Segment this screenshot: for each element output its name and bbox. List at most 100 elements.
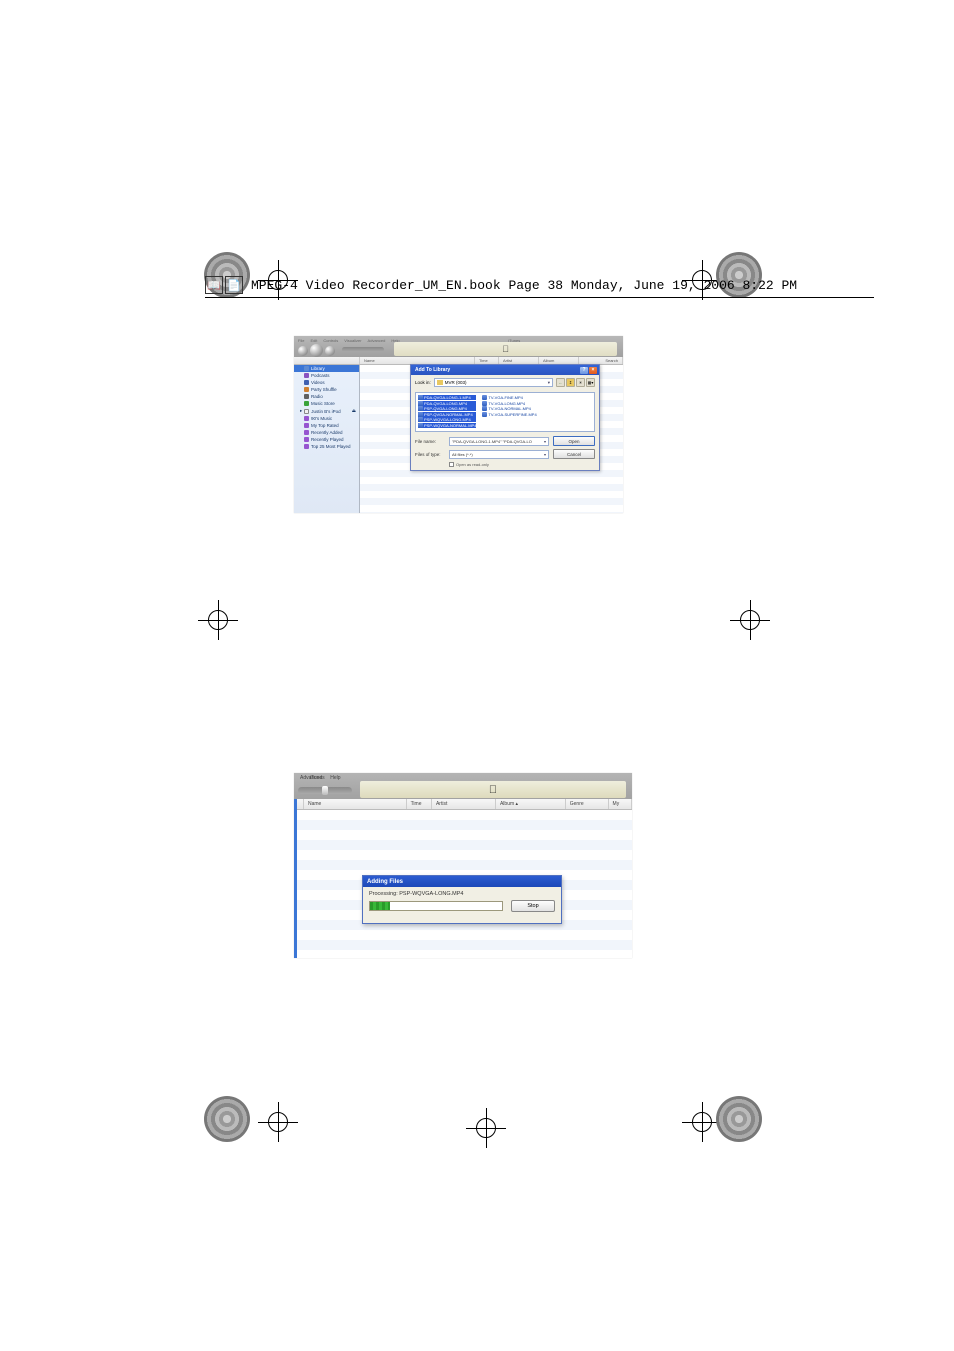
readonly-checkbox[interactable] bbox=[449, 462, 454, 467]
processing-prefix: Processing: bbox=[369, 891, 399, 897]
sidebar-item-music-store[interactable]: Music Store bbox=[294, 400, 359, 407]
header-icon-group: 📖 📄 bbox=[205, 276, 243, 294]
file-item[interactable]: TV-VGA-LONG.MP4 bbox=[482, 401, 536, 406]
registration-target-bot-left bbox=[258, 1102, 298, 1142]
col-name[interactable]: Name bbox=[304, 799, 407, 809]
up-button[interactable]: ↥ bbox=[566, 378, 575, 387]
file-item-label: TV-VGA-SUPERFINE.MP4 bbox=[488, 412, 536, 417]
lookin-combo[interactable]: MVR (003) ▾ bbox=[434, 378, 553, 387]
file-item-label: TV-VGA-NORMAL.MP4 bbox=[488, 406, 530, 411]
sidebar-item-top-rated[interactable]: My Top Rated bbox=[294, 422, 359, 429]
readonly-label: Open as read-only bbox=[456, 462, 489, 467]
filetype-field[interactable]: All files (*.*)▾ bbox=[449, 450, 549, 459]
back-button[interactable]: ← bbox=[556, 378, 565, 387]
sidebar-item-ipod[interactable]: ▸ Justin B's iPod⏏ bbox=[294, 407, 359, 415]
cancel-button[interactable]: Cancel bbox=[553, 449, 595, 459]
processing-file: PSP-WQVGA-LONG.MP4 bbox=[399, 891, 463, 897]
col-time[interactable]: Time bbox=[407, 799, 432, 809]
sidebar-item-recent-played[interactable]: Recently Played bbox=[294, 436, 359, 443]
itunes1-toolbar: File Edit Controls Visualizer Advanced H… bbox=[294, 336, 623, 357]
adding-files-titlebar: Adding Files bbox=[363, 876, 561, 887]
file-type-icon bbox=[418, 423, 423, 428]
next-button[interactable] bbox=[325, 346, 335, 356]
views-button[interactable]: ▦▾ bbox=[586, 378, 595, 387]
selection-left-border bbox=[294, 799, 297, 958]
menu-edit[interactable]: Edit bbox=[310, 338, 317, 343]
col-my[interactable]: My bbox=[609, 799, 632, 809]
file-item-label: PDA-QVGA-LONG.MP4 bbox=[424, 401, 467, 406]
header-page-icon: 📄 bbox=[225, 276, 243, 294]
file-list[interactable]: PDA-QVGA-LONG-1.MP4PDA-QVGA-LONG.MP4PSP-… bbox=[415, 392, 595, 432]
lookin-label: Look in: bbox=[415, 380, 431, 385]
file-item[interactable]: PDA-QVGA-LONG.MP4 bbox=[418, 401, 476, 406]
player-controls bbox=[298, 344, 335, 357]
file-item[interactable]: TV-VGA-SUPERFINE.MP4 bbox=[482, 412, 536, 417]
file-item[interactable]: PSP-QVGA-NORMAL.MP4 bbox=[418, 412, 476, 417]
sidebar-item-radio[interactable]: Radio bbox=[294, 393, 359, 400]
file-item-label: PSP-WQVGA-NORMAL.MP4 bbox=[424, 423, 476, 428]
col-name[interactable]: Name bbox=[360, 357, 475, 364]
col-artist[interactable]: Artist bbox=[499, 357, 539, 364]
file-item[interactable]: TV-VGA-FINE.MP4 bbox=[482, 395, 536, 400]
file-type-icon bbox=[418, 417, 423, 422]
sidebar-item-recent-added[interactable]: Recently Added bbox=[294, 429, 359, 436]
menu-visualizer[interactable]: Visualizer bbox=[344, 338, 361, 343]
sidebar-item-videos[interactable]: Videos bbox=[294, 379, 359, 386]
file-type-icon bbox=[418, 401, 423, 406]
sidebar-item-90s[interactable]: 90's Music bbox=[294, 415, 359, 422]
col-artist[interactable]: Artist bbox=[432, 799, 496, 809]
close-button[interactable]: × bbox=[589, 367, 597, 374]
menu-controls[interactable]: Controls bbox=[323, 338, 338, 343]
header-rule-left bbox=[205, 297, 679, 298]
col-album[interactable]: Album ▴ bbox=[496, 799, 566, 809]
filetype-label: Files of type: bbox=[415, 452, 445, 457]
registration-target-mid-right bbox=[730, 600, 770, 640]
lookin-folder-name: MVR (003) bbox=[445, 380, 467, 385]
prev-button[interactable] bbox=[298, 346, 308, 356]
sidebar-item-party-shuffle[interactable]: Party Shuffle bbox=[294, 386, 359, 393]
sidebar-label: Top 25 Most Played bbox=[311, 444, 351, 449]
filename-field[interactable]: "PDA-QVGA-LONG-1.MP4" "PDA-QVGA-LO▾ bbox=[449, 437, 549, 446]
sidebar-label: Party Shuffle bbox=[311, 387, 337, 392]
adding-files-title-text: Adding Files bbox=[367, 879, 403, 885]
file-type-icon bbox=[482, 412, 487, 417]
folder-icon bbox=[437, 380, 443, 385]
sidebar-item-podcasts[interactable]: Podcasts bbox=[294, 372, 359, 379]
combo-dropdown-icon[interactable]: ▾ bbox=[548, 380, 550, 386]
sidebar-item-library[interactable]: Library bbox=[294, 365, 359, 372]
file-item-label: TV-VGA-LONG.MP4 bbox=[488, 401, 525, 406]
menu-advanced[interactable]: Advanced bbox=[368, 338, 386, 343]
eject-icon[interactable]: ⏏ bbox=[352, 408, 356, 414]
sidebar-label: My Top Rated bbox=[311, 423, 339, 428]
page-header-bar: 📖 📄 MPEG-4 Video Recorder_UM_EN.book Pag… bbox=[205, 271, 874, 299]
play-button[interactable] bbox=[310, 344, 323, 357]
file-item-label: PSP-WQVGA-LONG.MP4 bbox=[424, 417, 471, 422]
header-book-icon: 📖 bbox=[205, 276, 223, 294]
menu-file[interactable]: File bbox=[298, 338, 304, 343]
file-item[interactable]: PSP-WQVGA-LONG.MP4 bbox=[418, 417, 476, 422]
sidebar-label: Recently Played bbox=[311, 437, 344, 442]
progress-fill bbox=[370, 902, 390, 910]
file-type-icon bbox=[482, 395, 487, 400]
file-item[interactable]: PDA-QVGA-LONG-1.MP4 bbox=[418, 395, 476, 400]
stop-button[interactable]: Stop bbox=[511, 900, 555, 912]
col-genre[interactable]: Genre bbox=[566, 799, 609, 809]
page-header-text: MPEG-4 Video Recorder_UM_EN.book Page 38… bbox=[251, 278, 874, 293]
sidebar-label: Music Store bbox=[311, 401, 335, 406]
open-button[interactable]: Open bbox=[553, 436, 595, 446]
volume-slider[interactable] bbox=[342, 347, 384, 352]
sidebar-item-top25[interactable]: Top 25 Most Played bbox=[294, 443, 359, 450]
registration-target-bot-center bbox=[466, 1108, 506, 1148]
newfolder-button[interactable]: ✳ bbox=[576, 378, 585, 387]
col-time[interactable]: Time bbox=[475, 357, 499, 364]
help-button[interactable]: ? bbox=[580, 367, 588, 374]
file-item[interactable]: TV-VGA-NORMAL.MP4 bbox=[482, 406, 536, 411]
col-album[interactable]: Album bbox=[539, 357, 579, 364]
volume-slider-2[interactable] bbox=[298, 787, 352, 794]
file-item[interactable]: PSP-QVGA-LONG.MP4 bbox=[418, 406, 476, 411]
sidebar-label: Videos bbox=[311, 380, 325, 385]
file-dialog-toolbar: ← ↥ ✳ ▦▾ bbox=[556, 378, 595, 387]
file-item[interactable]: PSP-WQVGA-NORMAL.MP4 bbox=[418, 423, 476, 428]
file-type-icon bbox=[482, 401, 487, 406]
itunes2-toolbar: Advanced Help iTunes  bbox=[294, 773, 632, 799]
